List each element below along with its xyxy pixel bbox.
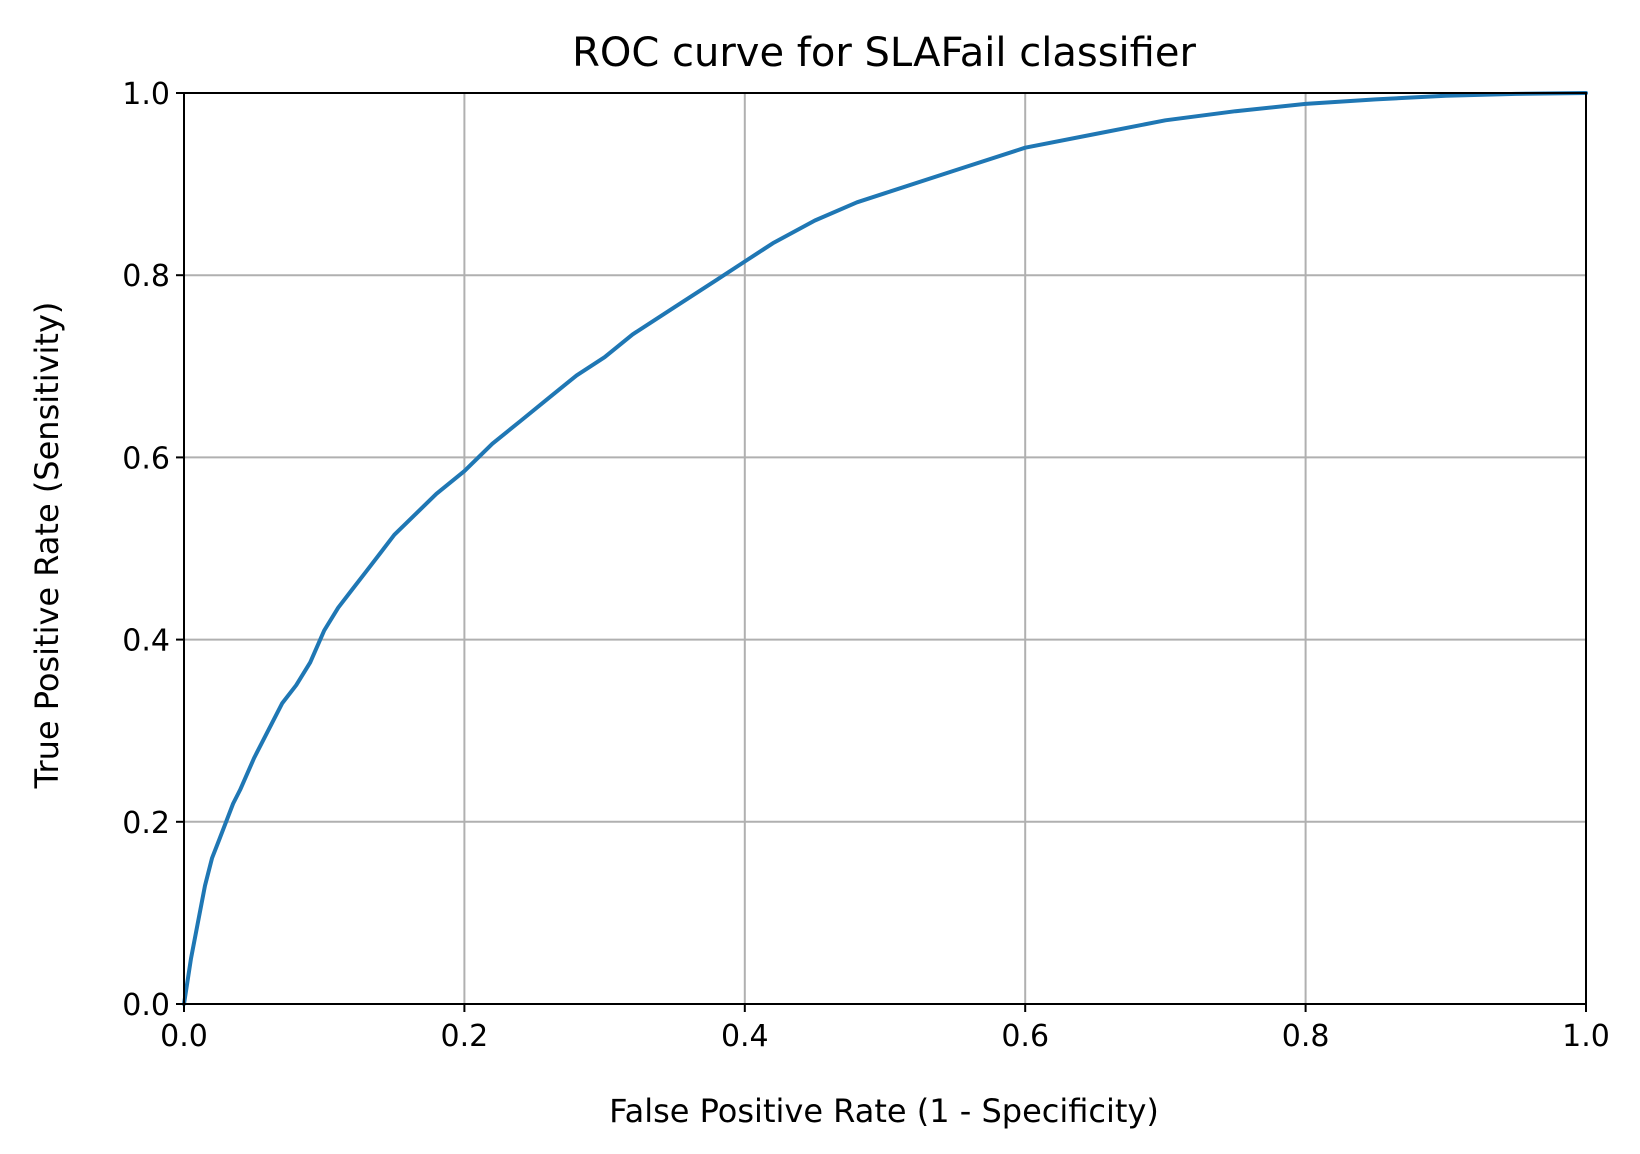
y-tick-label: 0.6 [122, 441, 170, 476]
x-axis-label: False Positive Rate (1 - Specificity) [609, 1092, 1159, 1130]
roc-curve-line [182, 91, 1588, 1006]
y-tick-label: 0.2 [122, 806, 170, 841]
x-tick-label: 0.0 [160, 1019, 208, 1054]
y-tick-label: 1.0 [122, 77, 170, 112]
x-tick-label: 0.8 [1282, 1019, 1330, 1054]
x-tick-label: 1.0 [1562, 1019, 1610, 1054]
chart-title: ROC curve for SLAFail classifier [572, 30, 1196, 76]
y-axis-ticks: 0.0 0.2 0.4 0.6 0.8 1.0 [122, 77, 184, 1023]
y-tick-label: 0.0 [122, 988, 170, 1023]
x-tick-label: 0.6 [1001, 1019, 1049, 1054]
y-axis-label: True Positive Rate (Sensitivity) [28, 302, 66, 790]
axes-frame [183, 92, 1587, 1005]
x-tick-label: 0.2 [441, 1019, 489, 1054]
x-tick-label: 0.4 [721, 1019, 769, 1054]
y-tick-label: 0.8 [122, 259, 170, 294]
x-axis-ticks: 0.0 0.2 0.4 0.6 0.8 1.0 [160, 1004, 1610, 1054]
y-tick-label: 0.4 [122, 624, 170, 659]
